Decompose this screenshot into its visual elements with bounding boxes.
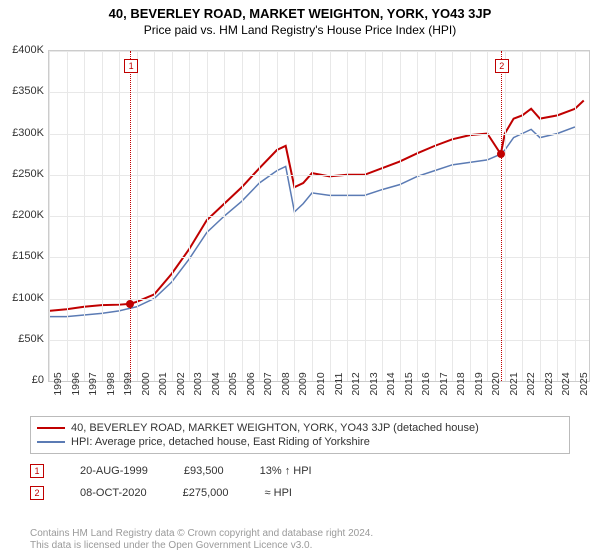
x-tick-label: 2019: [473, 372, 485, 395]
y-tick-label: £350K: [0, 85, 44, 97]
legend-label: HPI: Average price, detached house, East…: [71, 436, 370, 448]
x-tick-label: 2011: [333, 373, 345, 396]
event-dot: [126, 300, 134, 308]
legend-label: 40, BEVERLEY ROAD, MARKET WEIGHTON, YORK…: [71, 422, 479, 434]
event-row: 2 08-OCT-2020 £275,000 ≈ HPI: [30, 482, 570, 504]
event-price: £275,000: [183, 487, 229, 499]
legend-item: HPI: Average price, detached house, East…: [37, 435, 563, 449]
event-date: 08-OCT-2020: [80, 487, 147, 499]
x-tick-label: 1996: [70, 372, 82, 395]
chart-subtitle: Price paid vs. HM Land Registry's House …: [0, 21, 600, 37]
x-tick-label: 2016: [420, 372, 432, 395]
events-table: 1 20-AUG-1999 £93,500 13% ↑ HPI 2 08-OCT…: [30, 460, 570, 504]
x-tick-label: 2004: [210, 372, 222, 395]
x-tick-label: 2002: [175, 372, 187, 395]
y-tick-label: £300K: [0, 127, 44, 139]
event-price: £93,500: [184, 465, 224, 477]
x-tick-label: 2023: [543, 372, 555, 395]
x-tick-label: 2010: [315, 372, 327, 395]
x-tick-label: 1997: [87, 372, 99, 395]
x-tick-label: 2020: [490, 372, 502, 395]
legend: 40, BEVERLEY ROAD, MARKET WEIGHTON, YORK…: [30, 416, 570, 454]
x-tick-label: 2007: [262, 372, 274, 395]
plot-area: 12: [48, 50, 590, 382]
x-tick-label: 2017: [438, 372, 450, 395]
x-tick-label: 2006: [245, 372, 257, 395]
chart-title: 40, BEVERLEY ROAD, MARKET WEIGHTON, YORK…: [0, 0, 600, 21]
x-tick-label: 2021: [508, 372, 520, 395]
x-tick-label: 2013: [368, 372, 380, 395]
x-tick-label: 2024: [560, 372, 572, 395]
event-date: 20-AUG-1999: [80, 465, 148, 477]
x-tick-label: 2014: [385, 372, 397, 395]
x-tick-label: 1995: [52, 372, 64, 395]
event-marker-flag: 2: [495, 59, 509, 73]
y-tick-label: £150K: [0, 250, 44, 262]
footer: Contains HM Land Registry data © Crown c…: [30, 528, 570, 552]
legend-item: 40, BEVERLEY ROAD, MARKET WEIGHTON, YORK…: [37, 421, 563, 435]
x-tick-label: 2003: [192, 372, 204, 395]
x-tick-label: 2012: [350, 372, 362, 395]
event-dot: [497, 150, 505, 158]
x-tick-label: 2025: [578, 372, 590, 395]
event-row: 1 20-AUG-1999 £93,500 13% ↑ HPI: [30, 460, 570, 482]
legend-swatch: [37, 441, 65, 443]
y-tick-label: £400K: [0, 44, 44, 56]
y-tick-label: £0: [0, 374, 44, 386]
x-tick-label: 1998: [105, 372, 117, 395]
footer-line: Contains HM Land Registry data © Crown c…: [30, 528, 570, 540]
event-delta: ≈ HPI: [265, 487, 292, 499]
x-tick-label: 2000: [140, 372, 152, 395]
x-tick-label: 1999: [122, 372, 134, 395]
y-tick-label: £100K: [0, 292, 44, 304]
x-tick-label: 2009: [297, 372, 309, 395]
y-tick-label: £200K: [0, 209, 44, 221]
x-tick-label: 2001: [157, 372, 169, 395]
legend-swatch: [37, 427, 65, 429]
event-delta: 13% ↑ HPI: [260, 465, 312, 477]
x-tick-label: 2018: [455, 372, 467, 395]
x-tick-label: 2005: [227, 372, 239, 395]
x-tick-label: 2022: [525, 372, 537, 395]
footer-line: This data is licensed under the Open Gov…: [30, 540, 570, 552]
y-tick-label: £250K: [0, 168, 44, 180]
event-marker-flag: 1: [124, 59, 138, 73]
event-marker-badge: 2: [30, 486, 44, 500]
x-tick-label: 2008: [280, 372, 292, 395]
x-tick-label: 2015: [403, 372, 415, 395]
event-marker-badge: 1: [30, 464, 44, 478]
y-tick-label: £50K: [0, 333, 44, 345]
chart-container: 40, BEVERLEY ROAD, MARKET WEIGHTON, YORK…: [0, 0, 600, 560]
